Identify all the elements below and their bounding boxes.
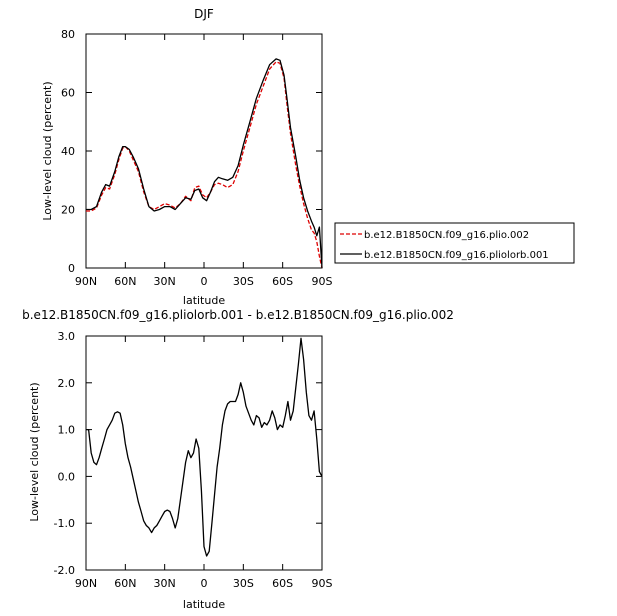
top-y-tick-label: 60 <box>61 87 75 100</box>
top-series-lines <box>86 58 323 269</box>
bottom-x-tick-label: 0 <box>201 577 208 590</box>
top-x-axis-title: latitude <box>183 294 225 307</box>
bottom-y-tick-label: -2.0 <box>54 564 75 577</box>
top-y-axis: 0 20 40 60 80 <box>61 28 322 275</box>
top-y-tick-label: 20 <box>61 204 75 217</box>
bottom-x-tick-label: 60N <box>114 577 136 590</box>
bottom-series-line-0 <box>86 337 323 557</box>
top-series-line-1 <box>86 58 323 269</box>
top-y-axis-title: Low-level cloud (percent) <box>41 81 54 220</box>
bottom-x-axis: 90N 60N 30N 0 30S 60S 90S <box>75 336 333 590</box>
bottom-x-axis-title: latitude <box>183 598 225 611</box>
top-y-tick-label: 0 <box>68 262 75 275</box>
bottom-y-axis: -2.0 -1.0 0.0 1.0 2.0 3.0 <box>54 330 322 577</box>
top-y-tick-label: 40 <box>61 145 75 158</box>
top-x-tick-label: 90S <box>312 275 333 288</box>
top-series-line-0 <box>86 61 323 269</box>
bottom-x-tick-label: 90N <box>75 577 97 590</box>
bottom-y-tick-label: 2.0 <box>58 377 76 390</box>
bottom-y-tick-label: 0.0 <box>58 470 76 483</box>
top-chart-title: DJF <box>194 7 214 21</box>
bottom-panel: b.e12.B1850CN.f09_g16.pliolorb.001 - b.e… <box>22 308 454 611</box>
bottom-series-lines <box>86 337 323 557</box>
legend-label-pliolorb: b.e12.B1850CN.f09_g16.pliolorb.001 <box>364 250 549 261</box>
top-x-tick-label: 0 <box>201 275 208 288</box>
bottom-x-tick-label: 30N <box>154 577 176 590</box>
bottom-x-tick-label: 90S <box>312 577 333 590</box>
legend-label-plio: b.e12.B1850CN.f09_g16.plio.002 <box>364 230 529 241</box>
bottom-y-tick-label: 3.0 <box>58 330 76 343</box>
top-x-tick-label: 30N <box>154 275 176 288</box>
legend-frame <box>334 222 575 264</box>
top-x-tick-label: 60S <box>272 275 293 288</box>
top-x-tick-label: 60N <box>114 275 136 288</box>
bottom-x-tick-label: 30S <box>233 577 254 590</box>
bottom-chart-title: b.e12.B1850CN.f09_g16.pliolorb.001 - b.e… <box>22 308 454 322</box>
legend: b.e12.B1850CN.f09_g16.plio.002 b.e12.B18… <box>334 222 575 264</box>
top-x-tick-label: 30S <box>233 275 254 288</box>
bottom-x-tick-label: 60S <box>272 577 293 590</box>
top-panel: DJF 90N 60N 30N 0 30S 60S 90S 0 20 40 60 80 latitu… <box>41 7 333 307</box>
top-x-axis: 90N 60N 30N 0 30S 60S 90S <box>75 34 333 288</box>
bottom-y-axis-title: Low-level cloud (percent) <box>28 382 41 521</box>
top-y-tick-label: 80 <box>61 28 75 41</box>
bottom-y-tick-label: 1.0 <box>58 424 76 437</box>
bottom-y-tick-label: -1.0 <box>54 517 75 530</box>
top-x-tick-label: 90N <box>75 275 97 288</box>
